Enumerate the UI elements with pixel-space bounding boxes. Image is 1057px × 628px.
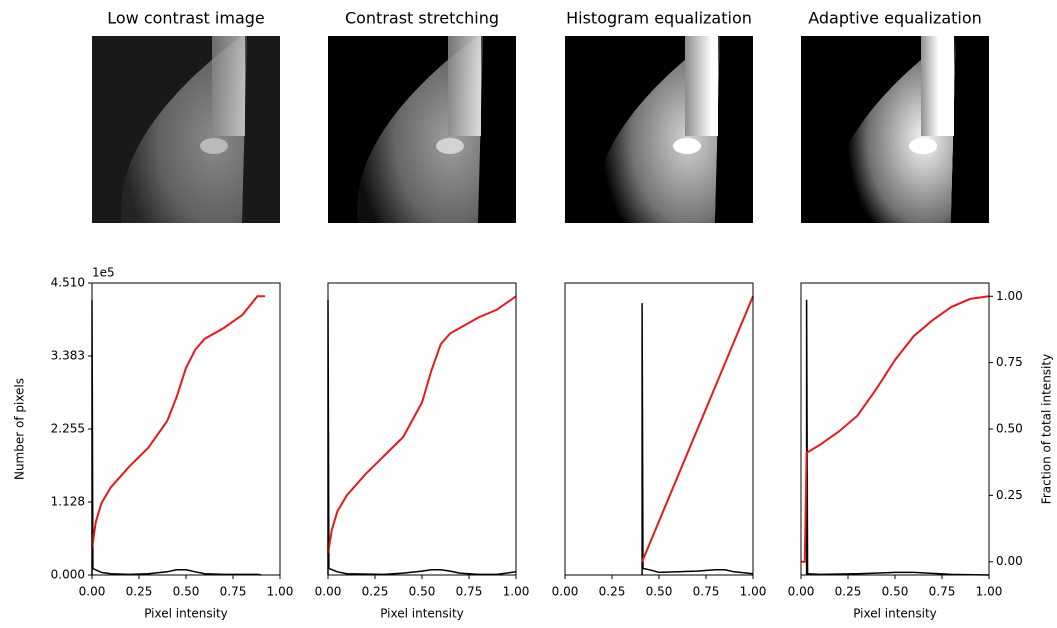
y-tick-label: 1.128 — [51, 494, 85, 508]
image-mass — [200, 138, 228, 154]
x-tick-label: 1.00 — [503, 585, 530, 599]
data-line — [91, 295, 265, 549]
axes-frame — [800, 282, 990, 576]
x-tick-label: 0.75 — [693, 585, 720, 599]
data-line — [801, 295, 990, 563]
offset-label: 1e5 — [92, 266, 115, 280]
image-mass — [673, 138, 701, 154]
axes-frame — [327, 282, 517, 576]
x-axis-label: Pixel intensity — [853, 607, 937, 621]
x-tick-label: 1.00 — [976, 585, 1003, 599]
data-line — [327, 295, 517, 554]
y2-tick-label: 0.00 — [996, 554, 1023, 568]
y2-tick-label: 1.00 — [996, 289, 1023, 303]
image-strip — [921, 36, 954, 136]
x-tick-label: 0.50 — [409, 585, 436, 599]
x-tick-label: 1.00 — [740, 585, 767, 599]
data-line — [805, 299, 990, 576]
panel-title: Adaptive equalization — [808, 9, 982, 28]
data-line — [91, 299, 262, 576]
x-tick-label: 0.25 — [126, 585, 153, 599]
y2-tick-label: 0.75 — [996, 355, 1023, 369]
x-tick-label: 0.50 — [173, 585, 200, 599]
y2-tick-label: 0.50 — [996, 422, 1023, 436]
y-tick-label: 0.000 — [51, 568, 85, 582]
x-tick-label: 0.75 — [220, 585, 247, 599]
axes-frame — [564, 282, 754, 576]
x-axis-label: Pixel intensity — [380, 607, 464, 621]
image-strip — [685, 36, 718, 136]
x-tick-label: 0.75 — [456, 585, 483, 599]
x-tick-label: 0.50 — [882, 585, 909, 599]
image-mass — [909, 138, 937, 154]
image-strip — [448, 36, 481, 136]
image-panel — [92, 36, 280, 223]
image-panel — [801, 36, 989, 223]
panel-title: Contrast stretching — [345, 9, 499, 28]
y2-axis-label: Fraction of total intensity — [1040, 354, 1054, 504]
y-tick-label: 4.510 — [51, 276, 85, 290]
y2-tick-label: 0.25 — [996, 488, 1023, 502]
x-tick-label: 0.25 — [835, 585, 862, 599]
image-mass — [436, 138, 464, 154]
data-line — [327, 299, 517, 576]
axes-frame — [91, 282, 281, 576]
y-tick-label: 2.255 — [51, 422, 85, 436]
x-tick-label: 0.75 — [929, 585, 956, 599]
data-line — [641, 303, 754, 575]
x-tick-label: 0.00 — [788, 585, 815, 599]
x-tick-label: 0.00 — [315, 585, 342, 599]
panel-title: Low contrast image — [107, 9, 265, 28]
y-axis-label: Number of pixels — [13, 378, 27, 480]
x-tick-label: 0.00 — [79, 585, 106, 599]
x-tick-label: 0.25 — [599, 585, 626, 599]
panel-title: Histogram equalization — [566, 9, 752, 28]
image-strip — [212, 36, 245, 136]
y-tick-label: 3.383 — [51, 348, 85, 362]
image-panel — [328, 36, 516, 223]
x-tick-label: 0.50 — [646, 585, 673, 599]
x-tick-label: 0.00 — [552, 585, 579, 599]
data-line — [641, 295, 754, 563]
x-tick-label: 0.25 — [362, 585, 389, 599]
image-panel — [565, 36, 753, 223]
x-axis-label: Pixel intensity — [144, 607, 228, 621]
x-tick-label: 1.00 — [267, 585, 294, 599]
